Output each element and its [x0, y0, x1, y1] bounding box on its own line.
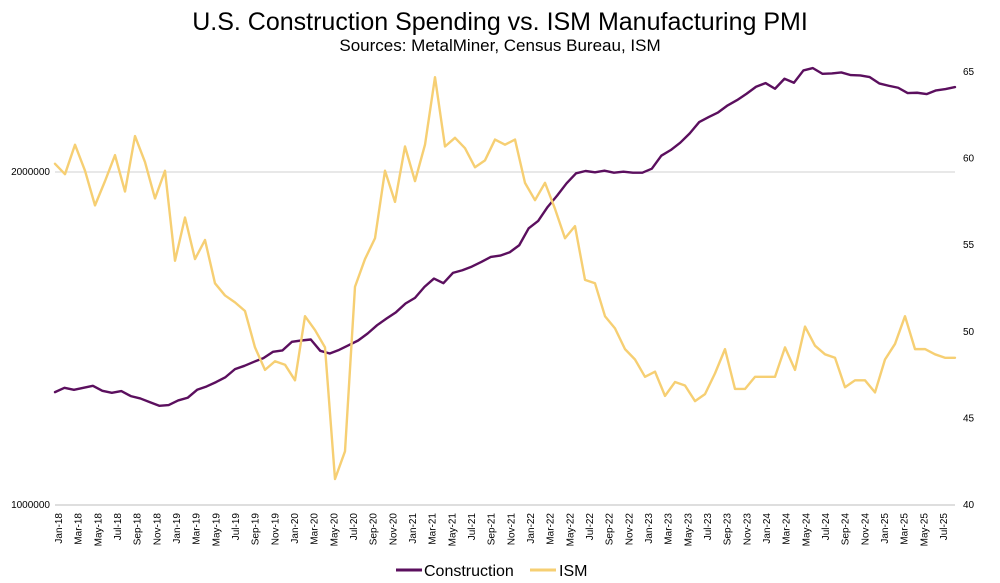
x-tick-label: Mar-22 [546, 513, 557, 545]
y-right-tick-label: 55 [963, 240, 975, 251]
x-tick-label: Jan-20 [290, 513, 301, 544]
x-tick-label: Nov-18 [152, 513, 163, 546]
y-right-tick-label: 45 [963, 413, 975, 424]
series-line-ism [53, 75, 957, 481]
x-tick-label: Jul-24 [821, 513, 832, 541]
x-tick-label: Nov-19 [270, 513, 281, 546]
x-tick-label: Sep-21 [487, 513, 498, 546]
series-line-construction [53, 66, 957, 407]
x-tick-label: May-23 [683, 513, 694, 547]
x-tick-label: Jan-19 [172, 513, 183, 544]
y-right-tick-label: 65 [963, 67, 975, 78]
x-tick-label: Jul-23 [703, 513, 714, 541]
x-tick-label: Jul-25 [939, 513, 950, 541]
x-tick-label: Sep-19 [251, 513, 262, 546]
x-tick-label: Mar-18 [74, 513, 85, 545]
x-tick-label: Nov-20 [388, 513, 399, 546]
y-right-tick-label: 50 [963, 327, 975, 338]
x-tick-label: May-24 [801, 513, 812, 547]
x-tick-label: May-19 [211, 513, 222, 547]
x-tick-label: Jan-25 [880, 513, 891, 544]
x-tick-label: Jul-18 [113, 513, 124, 541]
y-left-tick-label: 1000000 [11, 500, 50, 511]
x-tick-label: Sep-18 [133, 513, 144, 546]
x-tick-label: Sep-24 [841, 513, 852, 546]
legend-label-construction: Construction [424, 563, 514, 580]
x-tick-label: Jan-23 [644, 513, 655, 544]
x-tick-label: Jan-24 [762, 513, 773, 544]
x-tick-label: Mar-19 [192, 513, 203, 545]
x-tick-label: Jul-22 [585, 513, 596, 541]
x-tick-label: Sep-20 [369, 513, 380, 546]
x-tick-label: Sep-22 [605, 513, 616, 546]
chart-subtitle: Sources: MetalMiner, Census Bureau, ISM [339, 36, 661, 55]
x-tick-label: Jan-22 [526, 513, 537, 544]
x-tick-label: Jan-21 [408, 513, 419, 544]
x-tick-label: Jul-19 [231, 513, 242, 541]
y-right-tick-label: 60 [963, 154, 975, 165]
chart-title: U.S. Construction Spending vs. ISM Manuf… [192, 8, 808, 36]
x-tick-label: Mar-23 [664, 513, 675, 545]
x-tick-label: May-20 [329, 513, 340, 547]
x-tick-label: Jul-20 [349, 513, 360, 541]
x-tick-label: Jan-18 [54, 513, 65, 544]
x-tick-label: May-25 [919, 513, 930, 547]
x-tick-label: Nov-24 [860, 513, 871, 546]
x-tick-label: Mar-25 [900, 513, 911, 545]
x-tick-label: Mar-21 [428, 513, 439, 545]
x-tick-label: Mar-24 [782, 513, 793, 545]
x-tick-label: Nov-22 [624, 513, 635, 546]
x-tick-label: Jul-21 [467, 513, 478, 541]
x-tick-label: May-22 [565, 513, 576, 547]
x-tick-label: May-21 [447, 513, 458, 547]
legend-label-ism: ISM [559, 563, 587, 580]
x-tick-label: May-18 [93, 513, 104, 547]
y-left-tick-label: 2000000 [11, 167, 50, 178]
x-tick-label: Nov-23 [742, 513, 753, 546]
x-tick-label: Sep-23 [723, 513, 734, 546]
x-tick-label: Nov-21 [506, 513, 517, 546]
x-tick-label: Mar-20 [310, 513, 321, 545]
y-right-tick-label: 40 [963, 500, 975, 511]
